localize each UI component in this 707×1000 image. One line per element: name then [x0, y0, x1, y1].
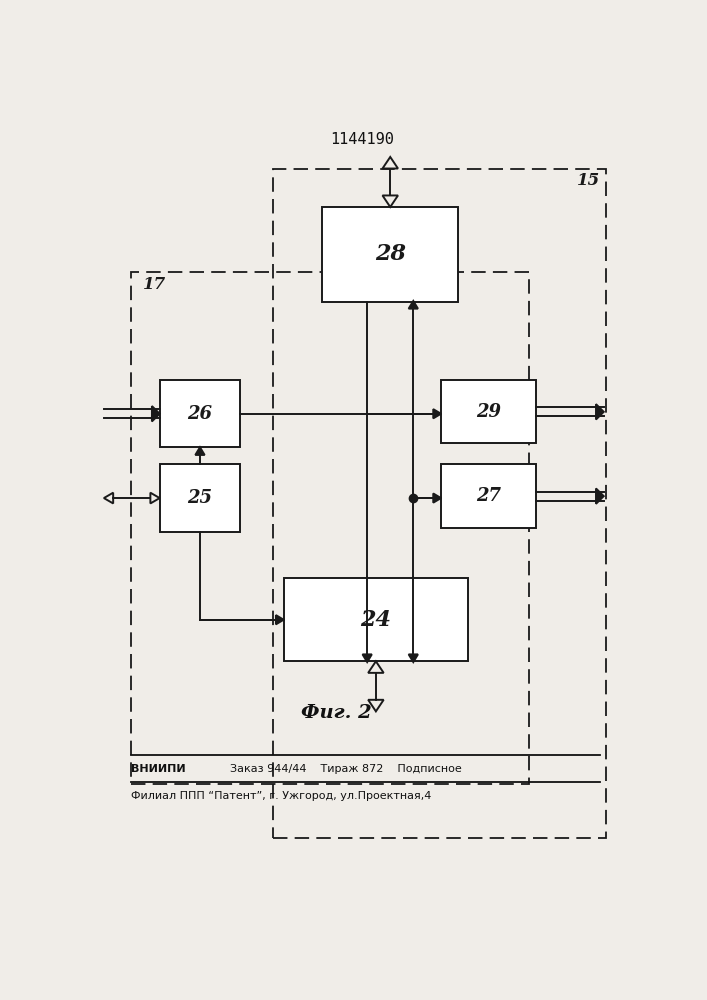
Polygon shape: [276, 615, 284, 624]
Polygon shape: [363, 654, 372, 662]
Bar: [160, 380, 240, 447]
Polygon shape: [596, 488, 604, 504]
Bar: [322, 207, 458, 302]
Text: 28: 28: [375, 243, 406, 265]
Text: 15: 15: [577, 172, 600, 189]
Text: Заказ 944/44    Тираж 872    Подписное: Заказ 944/44 Тираж 872 Подписное: [216, 764, 462, 774]
Text: 25: 25: [187, 489, 213, 507]
Text: 26: 26: [187, 405, 213, 423]
Bar: [131, 272, 529, 784]
Bar: [284, 578, 468, 661]
Text: 17: 17: [143, 276, 166, 293]
Bar: [441, 464, 537, 528]
Polygon shape: [152, 406, 160, 421]
Polygon shape: [433, 493, 441, 503]
Text: ВНИИПИ: ВНИИПИ: [131, 764, 186, 774]
Bar: [160, 464, 240, 532]
Text: 1144190: 1144190: [330, 132, 394, 147]
Text: 29: 29: [476, 403, 501, 421]
Bar: [273, 169, 606, 838]
Polygon shape: [195, 447, 204, 455]
Polygon shape: [409, 654, 418, 662]
Polygon shape: [596, 404, 604, 420]
Polygon shape: [409, 301, 418, 309]
Text: 24: 24: [361, 609, 392, 631]
Text: 27: 27: [476, 487, 501, 505]
Polygon shape: [433, 409, 441, 418]
Bar: [441, 380, 537, 443]
Text: Филиал ППП “Патент”, г. Ужгород, ул.Проектная,4: Филиал ППП “Патент”, г. Ужгород, ул.Прое…: [131, 791, 431, 801]
Text: Фиг. 2: Фиг. 2: [301, 704, 372, 722]
